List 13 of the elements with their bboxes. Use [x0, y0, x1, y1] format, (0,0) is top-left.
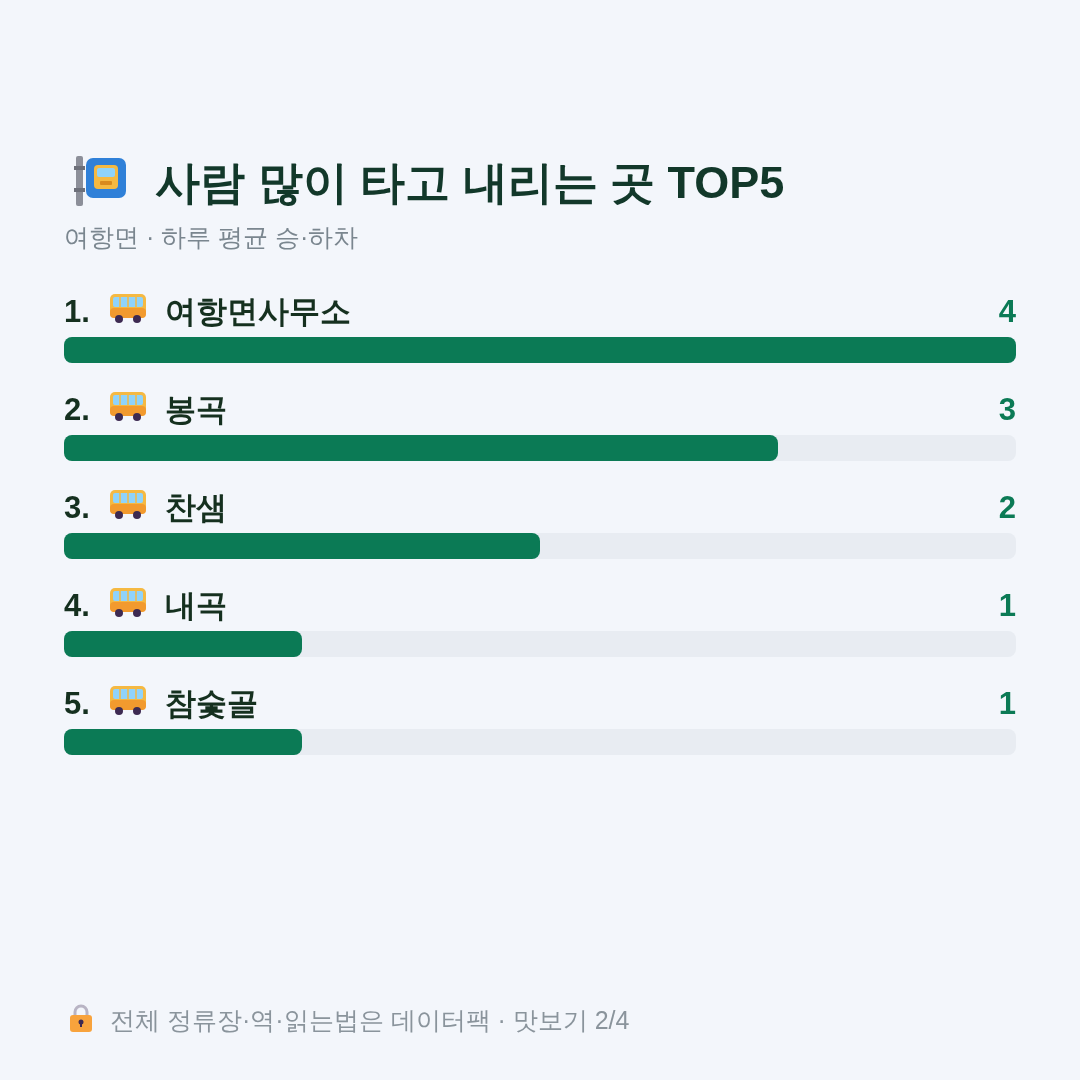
- chart-subtitle: 여항면 · 하루 평균 승·하차: [64, 223, 359, 251]
- category-label: 2. 봉곡: [64, 392, 227, 427]
- data-label: 3: [998, 392, 1016, 427]
- text: 전체 정류장·역·읽는법은 데이터팩 · 맛보기 2/4: [110, 1006, 630, 1034]
- category-label: 4. 내곡: [64, 588, 227, 623]
- data-label: 1: [998, 686, 1016, 721]
- data-label: 1: [998, 588, 1016, 623]
- category-label: 3. 찬샘: [64, 490, 227, 525]
- data-label: 2: [998, 490, 1016, 525]
- chart-title: 사람 많이 타고 내리는 곳 TOP5: [155, 157, 785, 208]
- category-label: 5. 참숯골: [64, 686, 258, 721]
- data-label: 4: [998, 294, 1017, 329]
- category-label: 1. 여항면사무소: [64, 294, 351, 329]
